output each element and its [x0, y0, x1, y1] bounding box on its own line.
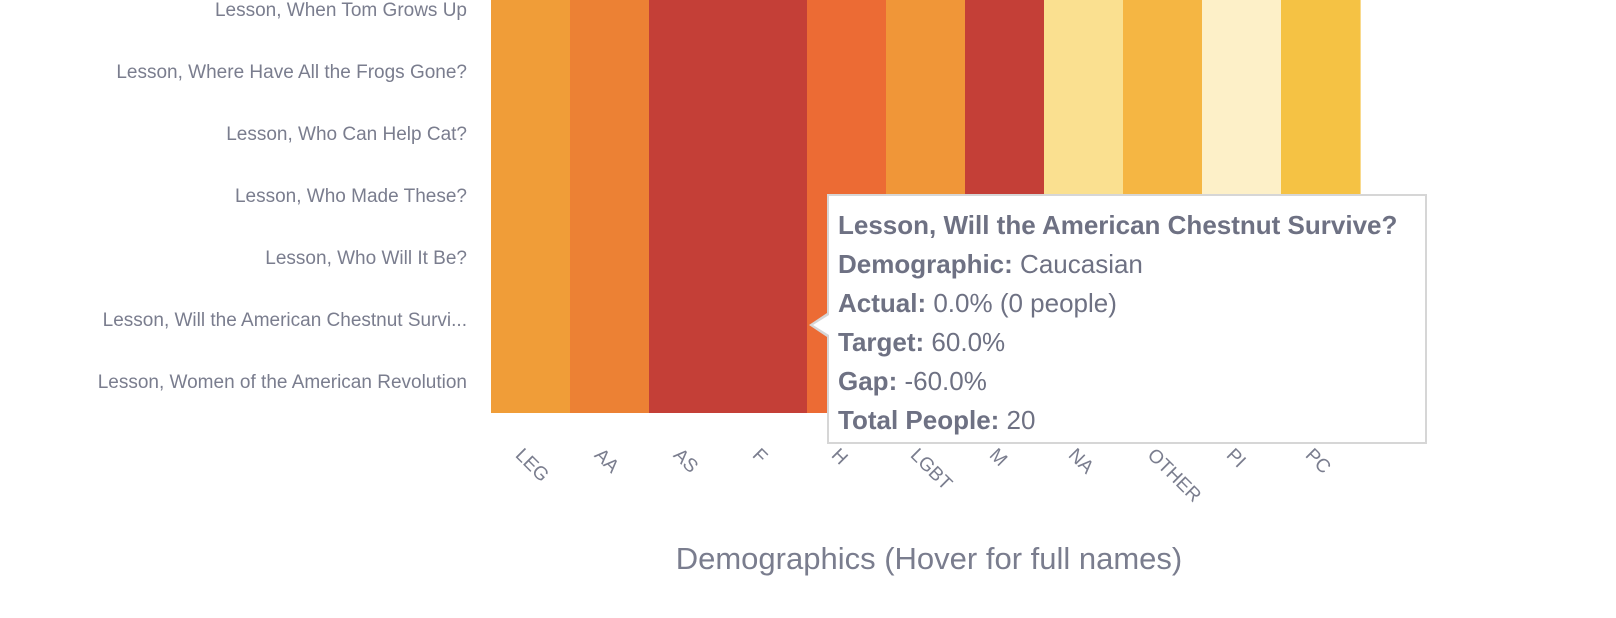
hover-tooltip: Lesson, Will the American Chestnut Survi…: [809, 194, 1427, 444]
tooltip-line-key: Total People:: [838, 405, 1000, 435]
x-axis-label: PI: [1222, 445, 1250, 473]
x-axis-labels: LEG AA AS F H LGBT M NA OTHER PI PC: [511, 445, 1335, 507]
x-axis-label: NA: [1064, 445, 1098, 479]
x-axis-label: M: [985, 445, 1011, 471]
x-axis-label: LGBT: [906, 445, 956, 495]
tooltip-line-value: Caucasian: [1012, 249, 1143, 279]
tooltip-line: Gap: -60.0%: [838, 362, 1425, 401]
x-axis-label: OTHER: [1143, 445, 1205, 507]
tooltip-lines: Demographic: Caucasian Actual: 0.0% (0 pe…: [838, 245, 1425, 440]
y-axis-labels: Lesson, When Tom Grows Up Lesson, Where H…: [98, 0, 467, 393]
y-axis-label: Lesson, When Tom Grows Up: [215, 0, 467, 21]
x-axis-label: LEG: [511, 445, 553, 487]
tooltip-line-value: 20: [999, 405, 1036, 435]
tooltip-line-key: Demographic:: [838, 249, 1013, 279]
tooltip-line-key: Target:: [838, 327, 925, 357]
y-axis-label: Lesson, Who Will It Be?: [265, 248, 467, 269]
y-axis-label: Lesson, Who Made These?: [235, 186, 467, 207]
x-axis-label: AA: [590, 445, 623, 478]
tooltip-line: Total People: 20: [838, 401, 1425, 440]
tooltip-title: Lesson, Will the American Chestnut Survi…: [838, 210, 1398, 240]
tooltip-line-value: -60.0%: [897, 366, 987, 396]
tooltip-line: Actual: 0.0% (0 people): [838, 284, 1425, 323]
x-axis-label: AS: [669, 445, 702, 478]
x-axis-label: PC: [1301, 445, 1335, 479]
tooltip-arrow: [813, 315, 829, 335]
tooltip-line-key: Gap:: [838, 366, 898, 396]
tooltip-line: Target: 60.0%: [838, 323, 1425, 362]
heatmap-column-f[interactable]: [728, 0, 808, 413]
x-axis-label: H: [827, 445, 852, 470]
tooltip-line: Demographic: Caucasian: [838, 245, 1425, 284]
y-axis-label: Lesson, Will the American Chestnut Survi…: [103, 310, 467, 331]
y-axis-label: Lesson, Women of the American Revolution: [98, 372, 467, 393]
heatmap-column-as[interactable]: [649, 0, 729, 413]
x-axis-label: F: [748, 445, 771, 468]
heatmap-column-leg[interactable]: [491, 0, 571, 413]
heatmap-column-aa[interactable]: [570, 0, 650, 413]
tooltip-line-key: Actual:: [838, 288, 927, 318]
y-axis-label: Lesson, Who Can Help Cat?: [226, 124, 467, 145]
y-axis-label: Lesson, Where Have All the Frogs Gone?: [116, 62, 467, 83]
x-axis-title: Demographics (Hover for full names): [676, 541, 1183, 576]
tooltip-line-value: 60.0%: [924, 327, 1006, 357]
tooltip-line-value: 0.0% (0 people): [926, 288, 1117, 318]
